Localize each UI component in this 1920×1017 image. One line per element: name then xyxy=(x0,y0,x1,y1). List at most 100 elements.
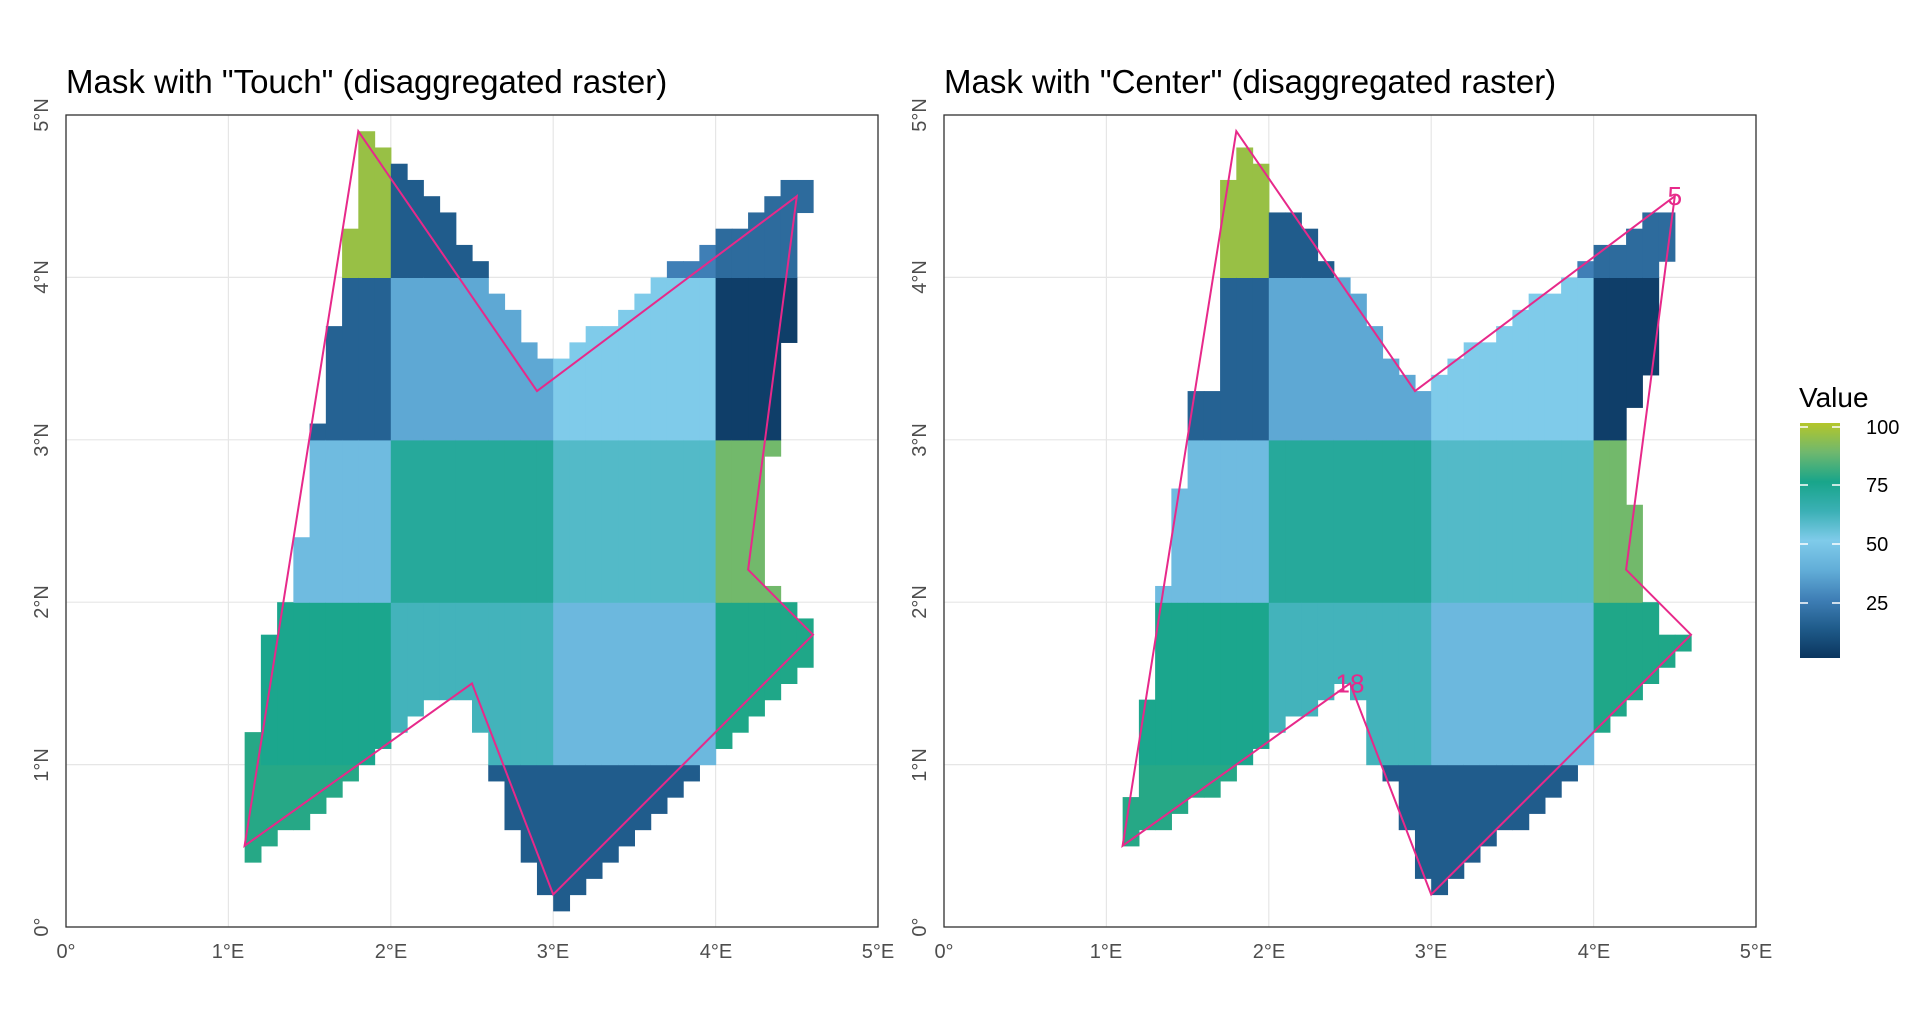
raster-cell xyxy=(439,212,457,278)
raster-cell xyxy=(748,277,765,441)
panel-title: Mask with "Center" (disaggregated raster… xyxy=(944,63,1556,100)
raster-cell xyxy=(455,602,473,701)
raster-cell xyxy=(1220,602,1237,766)
raster-cell xyxy=(342,277,359,441)
x-tick-label: 1°E xyxy=(1090,941,1122,963)
raster-cell xyxy=(342,602,359,766)
raster-cell xyxy=(1593,277,1611,441)
raster-cell xyxy=(439,277,457,441)
y-tick-label: 5°N xyxy=(909,98,931,132)
x-tick-label: 3°E xyxy=(537,941,569,963)
raster-cell xyxy=(374,277,392,441)
raster-cell xyxy=(1285,439,1302,603)
raster-cell xyxy=(1301,602,1319,717)
raster-cell xyxy=(699,244,717,278)
raster-cell xyxy=(1528,602,1546,766)
raster-cell xyxy=(1447,439,1465,603)
raster-cell xyxy=(504,439,522,603)
raster-cell xyxy=(1236,277,1254,441)
mask-polygon xyxy=(243,128,815,897)
raster-cell xyxy=(1431,764,1449,896)
raster-cell xyxy=(1203,439,1221,603)
raster-cell xyxy=(1479,764,1497,847)
raster-cell xyxy=(293,764,311,831)
raster-cell xyxy=(1544,293,1562,441)
plot-frame xyxy=(943,114,1757,928)
raster-cell xyxy=(666,602,684,766)
raster-cell xyxy=(764,602,782,701)
y-tick-label: 3°N xyxy=(31,423,53,457)
raster-cell xyxy=(488,602,506,766)
raster-cell xyxy=(1236,439,1254,603)
raster-cell xyxy=(666,277,684,441)
raster-cell xyxy=(390,602,408,733)
raster-cell xyxy=(1268,602,1286,733)
raster-cell xyxy=(1301,228,1319,278)
raster-cell xyxy=(715,439,733,603)
raster-cell xyxy=(634,293,652,441)
raster-cell xyxy=(325,326,343,441)
raster-cell xyxy=(1382,358,1400,441)
raster-cell xyxy=(309,602,327,766)
raster-cell xyxy=(439,602,457,701)
raster-cell xyxy=(1252,163,1270,278)
raster-cell xyxy=(1544,439,1562,603)
raster-cell xyxy=(699,439,717,603)
raster-cell xyxy=(390,277,408,441)
raster-cell xyxy=(666,764,684,798)
raster-cell xyxy=(1138,764,1156,831)
raster-cell xyxy=(1268,439,1286,603)
raster-cell xyxy=(1268,212,1286,278)
raster-cell xyxy=(1577,439,1595,603)
raster-cell xyxy=(1479,342,1497,441)
raster-cell xyxy=(390,163,408,278)
raster-cells xyxy=(1122,147,1692,896)
raster-cell xyxy=(1593,439,1611,603)
raster-cell xyxy=(650,602,668,766)
panel-title: Mask with "Touch" (disaggregated raster) xyxy=(66,63,667,100)
y-axis: 0° 1°N 2°N 3°N 4°N 5°N xyxy=(31,98,53,936)
raster-cell xyxy=(1155,602,1172,766)
raster-cell xyxy=(1512,439,1530,603)
raster-cell xyxy=(1593,602,1611,733)
raster-cell xyxy=(423,277,441,441)
raster-cell xyxy=(1496,764,1513,831)
raster-cell xyxy=(1626,277,1643,408)
raster-cell xyxy=(358,277,376,441)
raster-cell xyxy=(715,277,733,441)
raster-cell xyxy=(1187,439,1205,603)
raster-cell xyxy=(1577,277,1595,441)
raster-cell xyxy=(1609,277,1627,441)
raster-cell xyxy=(1512,764,1530,831)
raster-cell xyxy=(504,309,522,441)
raster-cell xyxy=(1561,764,1578,782)
raster-cell xyxy=(666,439,684,603)
raster-cell xyxy=(1122,797,1140,847)
y-tick-label: 4°N xyxy=(909,260,931,294)
raster-cell xyxy=(293,602,311,766)
raster-cell xyxy=(536,439,554,603)
raster-cell xyxy=(585,602,603,766)
value-label: 18 xyxy=(1336,668,1365,698)
raster-cell xyxy=(1642,277,1660,376)
raster-cell xyxy=(407,277,424,441)
panel-touch: Mask with "Touch" (disaggregated raster)… xyxy=(31,63,894,963)
raster-cell xyxy=(618,764,635,847)
raster-cell xyxy=(1382,602,1400,766)
raster-cell xyxy=(1398,764,1416,831)
y-tick-label: 1°N xyxy=(31,748,53,782)
raster-cell xyxy=(423,439,441,603)
raster-cell xyxy=(731,602,749,733)
raster-cell xyxy=(1414,602,1432,766)
raster-cell xyxy=(1366,602,1384,766)
value-label: 5 xyxy=(1668,181,1682,211)
plot-frame xyxy=(65,114,879,928)
raster-cell xyxy=(780,602,798,684)
raster-cell xyxy=(342,439,359,603)
x-tick-label: 1°E xyxy=(212,941,244,963)
raster-cell xyxy=(1431,602,1449,766)
y-tick-label: 2°N xyxy=(31,585,53,619)
raster-cell xyxy=(683,261,700,278)
y-tick-label: 1°N xyxy=(909,748,931,782)
